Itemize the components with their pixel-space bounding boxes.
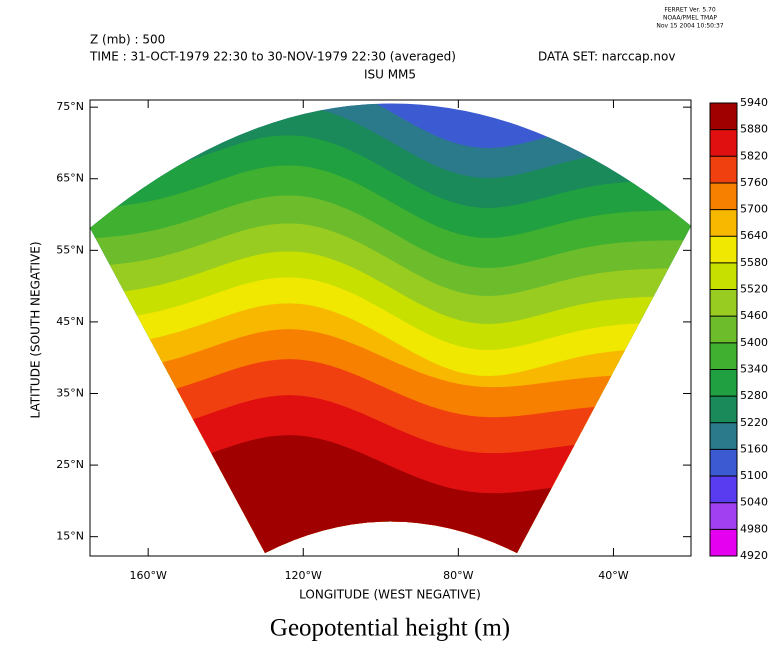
x-tick-label: 160°W: [129, 569, 166, 582]
colorbar-label: 5700: [740, 203, 768, 216]
colorbar-band: [710, 156, 737, 183]
y-tick-label: 45°N: [56, 315, 84, 328]
colorbar-label: 5940: [740, 96, 768, 109]
colorbar-band: [710, 182, 737, 210]
colorbar-band: [710, 502, 737, 530]
colorbar-band: [710, 476, 737, 503]
date: Nov 15 2004 10:50:37: [656, 23, 723, 30]
colorbar-band: [710, 449, 737, 477]
colorbar-label: 4920: [740, 549, 768, 562]
colorbar-band: [710, 103, 737, 130]
x-tick-label: 40°W: [598, 569, 628, 582]
colorbar-band: [710, 262, 737, 290]
x-tick-label: 120°W: [285, 569, 322, 582]
colorbar-band: [710, 396, 737, 423]
colorbar-label: 5280: [740, 389, 768, 402]
colorbar-band: [710, 289, 737, 317]
colorbar-label: 5520: [740, 283, 768, 296]
y-label: LATITUDE (SOUTH NEGATIVE): [29, 241, 43, 418]
org: NOAA/PMEL TMAP: [663, 15, 717, 22]
colorbar-label: 5640: [740, 229, 768, 242]
program: FERRET Ver. 5.70: [664, 7, 716, 14]
plot-frame: [89, 99, 692, 557]
colorbar-label: 5340: [740, 362, 768, 375]
contour-field: [90, 103, 691, 553]
x-label: LONGITUDE (WEST NEGATIVE): [299, 588, 481, 602]
colorbar-label: 5400: [740, 336, 768, 349]
colorbar-label: 4980: [740, 522, 768, 535]
y-tick-label: 15°N: [56, 530, 84, 543]
y-tick-label: 25°N: [56, 458, 84, 471]
title: Geopotential height (m): [270, 615, 510, 642]
colorbar-label: 5160: [740, 442, 768, 455]
colorbar-label: 5880: [740, 123, 768, 136]
x-tick-label: 80°W: [443, 569, 473, 582]
colorbar-band: [710, 369, 737, 397]
colorbar-band: [710, 529, 737, 556]
colorbar-label: 5580: [740, 256, 768, 269]
fan: [90, 103, 691, 553]
subtitle: ISU MM5: [364, 68, 416, 82]
dataset: DATA SET: narccap.nov: [538, 50, 675, 64]
colorbar-band: [710, 236, 737, 263]
colorbar-band: [710, 129, 737, 157]
y-tick-label: 65°N: [56, 172, 84, 185]
y-tick-label: 55°N: [56, 243, 84, 256]
colorbar-label: 5100: [740, 469, 768, 482]
colorbar-label: 5760: [740, 176, 768, 189]
colorbar-label: 5220: [740, 416, 768, 429]
y-tick-label: 35°N: [56, 387, 84, 400]
colorbar-label: 5820: [740, 149, 768, 162]
variable: Z (mb) : 500: [90, 33, 165, 47]
colorbar-band: [710, 209, 737, 237]
colorbar-band: [710, 316, 737, 343]
y-tick-label: 75°N: [56, 100, 84, 113]
colorbar-label: 5460: [740, 309, 768, 322]
time: TIME : 31-OCT-1979 22:30 to 30-NOV-1979 …: [89, 50, 456, 64]
colorbar-band: [710, 422, 737, 450]
colorbar-label: 5040: [740, 496, 768, 509]
colorbar-band: [710, 342, 737, 370]
